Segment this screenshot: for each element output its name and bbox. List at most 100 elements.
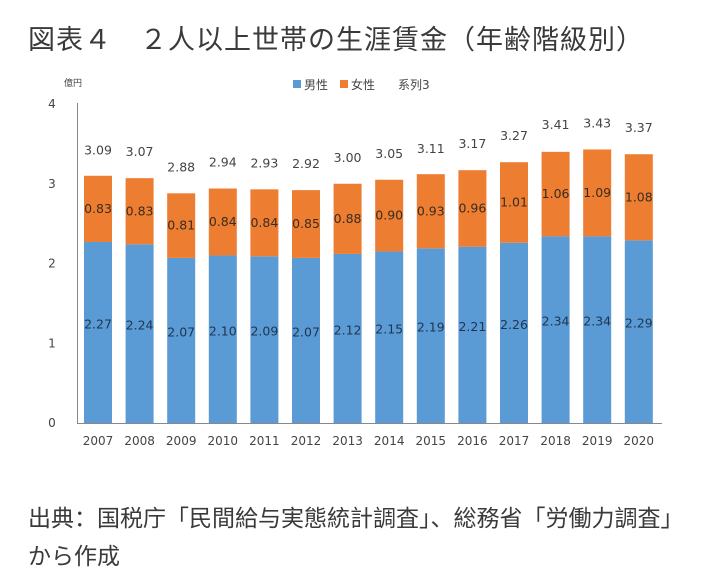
legend-label-female: 女性 [351,77,375,92]
bar-male-2019 [583,236,612,423]
data-label-male: 2.29 [625,316,653,331]
data-label-total: 3.09 [84,143,112,158]
bar-male-2020 [624,240,653,423]
x-tick-label: 2009 [166,434,197,448]
data-label-male: 2.09 [250,324,278,339]
data-label-male: 2.19 [417,320,445,335]
bar-male-2017 [500,242,528,423]
x-tick-label: 2013 [332,434,363,448]
bar-female-2016 [458,170,487,247]
y-axis-unit-label: 億円 [64,77,82,89]
y-axis-ticks: 0 1 2 3 4 [48,97,56,430]
bar-male-2007 [84,241,112,423]
data-label-total: 2.92 [292,156,320,171]
data-label-total: 3.37 [625,120,653,135]
data-label-total: 2.94 [209,155,237,170]
y-tick-label: 4 [48,97,56,111]
bar-male-2012 [292,257,320,423]
data-label-male: 2.10 [209,323,237,338]
data-label-female: 0.84 [209,214,237,229]
data-label-total: 3.41 [542,117,570,132]
bar-female-2013 [333,183,362,254]
data-label-male: 2.07 [167,324,195,339]
data-label-total: 3.27 [500,128,528,143]
data-label-female: 0.90 [375,208,403,223]
legend-label-series3: 系列3 [398,78,430,92]
data-label-female: 1.06 [542,186,570,201]
data-label-male: 2.24 [126,318,154,333]
y-tick-label: 0 [48,416,56,430]
x-tick-label: 2020 [624,434,655,448]
bar-female-2007 [84,175,112,242]
bar-female-2014 [375,179,404,252]
stacked-bar-chart: 男性 女性 系列3 億円 0 1 2 3 4 2.27 0.83 3.09 2.24 0.83 3… [48,77,662,448]
data-label-total: 3.00 [334,150,362,165]
bar-male-2014 [375,251,404,423]
data-label-male: 2.27 [84,317,112,332]
data-label-female: 0.96 [458,200,486,215]
data-label-total: 3.43 [583,115,611,130]
data-label-female: 0.85 [292,216,320,231]
data-label-total: 3.11 [417,141,445,156]
data-label-total: 3.05 [375,146,403,161]
bar-male-2015 [416,248,445,423]
figure-title: 図表４ ２人以上世帯の生涯賃金（年齢階級別） [28,25,644,56]
x-tick-label: 2007 [83,434,114,448]
y-tick-label: 3 [48,177,56,191]
x-tick-label: 2019 [582,434,613,448]
x-tick-label: 2011 [249,434,280,448]
data-label-total: 2.88 [167,159,195,174]
bar-male-2009 [167,257,196,423]
legend-label-male: 男性 [304,78,328,92]
data-label-female: 0.88 [334,211,362,226]
y-tick-label: 1 [48,336,56,350]
legend-swatch-male [293,80,301,88]
data-label-male: 2.21 [458,319,486,334]
bar-female-2010 [208,188,237,256]
data-labels: 2.27 0.83 3.09 2.24 0.83 3.07 2.07 0.81 2.88 2.10… [84,115,653,339]
data-label-female: 1.01 [500,194,528,209]
data-label-total: 3.17 [458,136,486,151]
bar-female-2015 [416,174,445,249]
bar-male-2010 [208,255,237,423]
x-tick-label: 2008 [124,434,155,448]
data-label-female: 0.84 [250,215,278,230]
data-label-total: 3.07 [126,144,154,159]
data-label-total: 2.93 [250,155,278,170]
bar-female-2009 [167,193,196,258]
bar-male-2011 [250,256,279,423]
bar-male-2016 [458,246,487,423]
x-axis-ticks: 2007 2008 2009 2010 2011 2012 2013 2014 2015 2016… [83,434,654,448]
data-label-female: 1.09 [583,185,611,200]
source-note: 出典：国税庁「民間給与実態統計調査」、総務省「労働力調査」から作成 [28,506,672,570]
bar-female-2019 [583,149,612,237]
x-tick-label: 2017 [499,434,530,448]
bar-male-2008 [125,244,154,423]
bar-female-2008 [125,178,154,245]
x-tick-label: 2016 [457,434,488,448]
bars [84,149,653,423]
data-label-female: 1.08 [625,189,653,204]
data-label-male: 2.26 [500,317,528,332]
bar-female-2018 [541,151,570,237]
bar-female-2017 [500,162,528,243]
bar-female-2011 [250,189,279,257]
data-label-female: 0.81 [167,218,195,233]
data-label-female: 0.93 [417,203,445,218]
x-tick-label: 2014 [374,434,405,448]
bar-male-2013 [333,253,362,423]
x-tick-label: 2018 [540,434,571,448]
data-label-female: 0.83 [84,201,112,216]
x-tick-label: 2012 [291,434,322,448]
legend: 男性 女性 系列3 [293,77,430,92]
data-label-male: 2.07 [292,324,320,339]
data-label-male: 2.34 [583,314,611,329]
legend-swatch-female [340,80,348,88]
data-label-male: 2.15 [375,321,403,336]
data-label-male: 2.34 [542,314,570,329]
data-label-male: 2.12 [334,322,362,337]
x-tick-label: 2010 [208,434,239,448]
bar-female-2020 [624,154,653,241]
bar-female-2012 [292,190,320,258]
x-tick-label: 2015 [416,434,447,448]
